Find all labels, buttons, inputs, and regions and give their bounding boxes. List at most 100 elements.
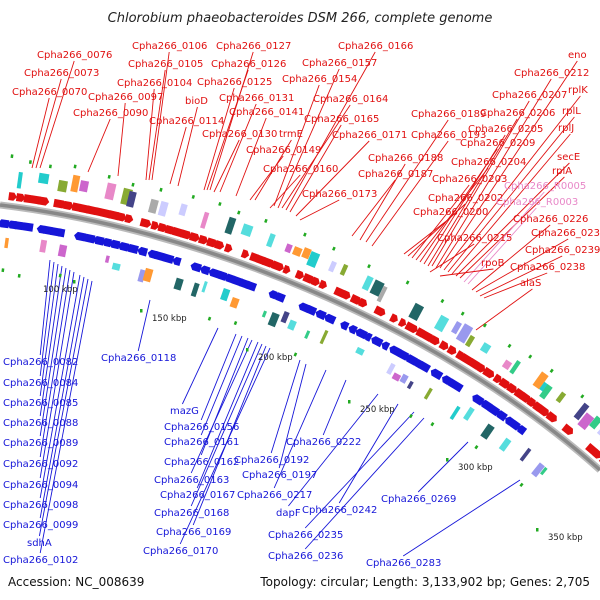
feature-block — [58, 273, 62, 278]
feature-block — [406, 380, 414, 390]
feature-block — [573, 402, 590, 421]
forward-gene-arrow — [459, 353, 474, 366]
feature-block — [207, 316, 212, 321]
forward-gene-label: Cpha266_0131 — [219, 93, 294, 104]
feature-block — [1, 268, 5, 273]
leader-line — [117, 102, 126, 177]
feature-block — [376, 285, 388, 303]
forward-gene-arrow — [302, 273, 315, 284]
feature-block — [190, 282, 200, 298]
reverse-gene-arrow — [82, 233, 96, 244]
leader-line — [439, 60, 578, 269]
forward-gene-arrow — [389, 313, 398, 323]
leader-line — [435, 78, 552, 269]
feature-block — [131, 182, 135, 187]
forward-gene-label: Cpha266_0206 — [480, 108, 555, 119]
feature-block — [479, 342, 492, 354]
forward-gene-label: Cpha266_0090 — [73, 108, 148, 119]
leader-line — [295, 140, 370, 217]
reverse-gene-arrow — [348, 324, 358, 335]
forward-gene-label: rplL — [562, 106, 581, 117]
forward-gene-arrow — [270, 260, 284, 272]
forward-gene-label: Cpha266_0114 — [149, 116, 224, 127]
leader-line — [203, 87, 235, 191]
feature-block — [361, 275, 374, 292]
feature-block — [304, 330, 311, 339]
forward-gene-label: Cpha266_0073 — [24, 68, 99, 79]
feature-block — [10, 154, 14, 159]
forward-gene-label: Cpha266_0239 — [525, 245, 600, 256]
leader-line — [39, 267, 67, 437]
forward-gene-label: Cpha266_R0003 — [496, 197, 578, 208]
reverse-gene-label: Cpha266_0222 — [286, 437, 361, 448]
leader-line — [479, 255, 563, 297]
leader-line — [431, 100, 530, 267]
reverse-gene-label: Cpha266_0085 — [3, 398, 78, 409]
leader-line — [411, 184, 470, 259]
feature-block — [306, 251, 321, 268]
leader-line — [451, 133, 571, 275]
leader-line — [455, 162, 570, 277]
feature-block — [539, 381, 549, 392]
feature-block — [220, 287, 231, 302]
forward-gene-arrow — [498, 377, 510, 389]
leader-line — [196, 341, 259, 489]
reverse-gene-arrow — [364, 332, 373, 342]
leader-line — [39, 263, 59, 397]
leader-line — [200, 337, 249, 456]
feature-block — [157, 200, 169, 217]
reverse-gene-arrow — [93, 236, 105, 246]
feature-block — [159, 187, 163, 192]
feature-block — [588, 415, 600, 430]
feature-block — [339, 263, 349, 276]
feature-block — [369, 279, 385, 297]
feature-block — [261, 310, 267, 318]
forward-gene-label: trmE — [279, 129, 303, 140]
feature-block — [528, 354, 533, 359]
reverse-gene-label: Cpha266_0242 — [302, 505, 377, 516]
forward-gene-label: Cpha266_0127 — [216, 41, 291, 52]
leader-line — [169, 126, 187, 185]
feature-block — [455, 323, 474, 344]
leader-line — [415, 167, 489, 261]
feature-block — [355, 346, 365, 356]
leader-line — [87, 118, 111, 173]
leader-line — [39, 271, 75, 479]
reverse-gene-label: Cpha266_0094 — [3, 480, 78, 491]
feature-block — [433, 314, 450, 333]
feature-block — [332, 246, 336, 251]
forward-gene-arrow — [214, 240, 225, 250]
leader-line — [35, 78, 62, 169]
forward-gene-label: Cpha266_0105 — [128, 59, 203, 70]
forward-gene-arrow — [15, 193, 26, 202]
feature-block — [16, 171, 23, 189]
leader-line — [471, 224, 551, 291]
scale-tick-label: 100 kbp — [43, 285, 78, 295]
forward-gene-arrow — [482, 366, 495, 379]
reverse-gene-arrow — [109, 239, 121, 250]
forward-gene-label: Cpha266_0209 — [460, 138, 535, 149]
leader-line — [443, 95, 581, 271]
forward-gene-arrow — [188, 232, 200, 242]
feature-block — [386, 362, 396, 375]
feature-block — [111, 262, 121, 271]
forward-gene-label: Cpha266_0187 — [358, 169, 433, 180]
feature-block — [531, 462, 545, 478]
leader-line — [304, 411, 415, 529]
forward-gene-arrow — [592, 449, 600, 459]
forward-gene-arrow — [357, 297, 368, 308]
feature-block — [519, 482, 524, 488]
reverse-gene-arrow — [305, 305, 318, 316]
forward-gene-arrow — [585, 442, 598, 456]
forward-gene-arrow — [341, 290, 351, 300]
feature-block — [367, 264, 371, 269]
forward-gene-arrow — [223, 243, 233, 253]
forward-gene-label: Cpha266_0205 — [468, 124, 543, 135]
reverse-gene-arrow — [324, 313, 337, 325]
forward-gene-label: Cpha266_0157 — [302, 58, 377, 69]
reverse-gene-arrow — [137, 246, 149, 257]
feature-block — [301, 247, 312, 260]
feature-block — [430, 422, 435, 427]
forward-gene-arrow — [197, 234, 209, 245]
label-leader-lines — [31, 51, 581, 557]
